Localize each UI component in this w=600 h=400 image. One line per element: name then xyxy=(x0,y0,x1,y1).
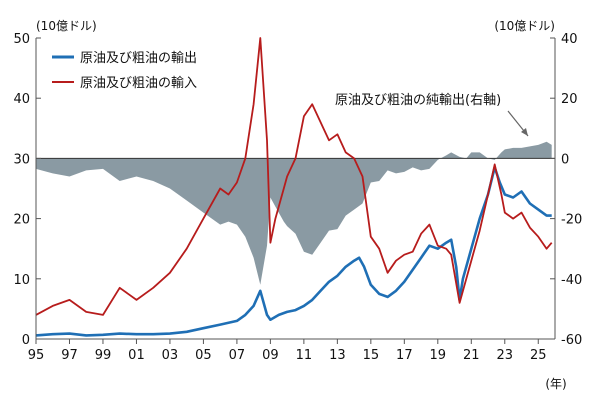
right-tick-label: -60 xyxy=(561,333,582,348)
annotation-arrow-head xyxy=(521,128,528,136)
net-export-area-layer xyxy=(36,141,552,285)
left-axis-unit: (10億ドル) xyxy=(36,19,97,33)
right-tick-label: -20 xyxy=(561,213,582,228)
right-axis-ticks: -60 -40 -20 0 20 40 xyxy=(550,32,582,348)
left-tick-label: 40 xyxy=(13,92,30,107)
series-lines-layer xyxy=(35,37,553,337)
legend-label-export: 原油及び粗油の輸出 xyxy=(80,51,197,66)
x-tick-label: 03 xyxy=(162,348,179,363)
x-axis-unit: (年) xyxy=(545,377,566,391)
x-tick-label: 01 xyxy=(128,348,145,363)
x-tick-label: 11 xyxy=(296,348,313,363)
import-line xyxy=(35,37,553,316)
left-tick-label: 50 xyxy=(13,32,30,47)
x-tick-label: 05 xyxy=(195,348,212,363)
x-tick-label: 13 xyxy=(329,348,346,363)
left-tick-label: 20 xyxy=(13,213,30,228)
x-tick-label: 09 xyxy=(262,348,279,363)
x-axis-ticks: 95 97 99 01 03 05 07 09 11 13 15 17 19 21 23 25 xyxy=(28,339,547,363)
left-tick-label: 10 xyxy=(13,273,30,288)
x-tick-label: 99 xyxy=(95,348,112,363)
right-tick-label: 0 xyxy=(561,152,569,167)
left-axis-ticks: 0 10 20 30 40 50 xyxy=(13,32,41,348)
left-tick-label: 30 xyxy=(13,152,30,167)
right-tick-label: -40 xyxy=(561,273,582,288)
net-export-area xyxy=(36,141,552,285)
x-tick-label: 15 xyxy=(363,348,380,363)
x-tick-label: 95 xyxy=(28,348,45,363)
x-tick-label: 17 xyxy=(396,348,413,363)
x-tick-label: 97 xyxy=(61,348,78,363)
legend: 原油及び粗油の輸出 原油及び粗油の輸入 xyxy=(52,51,197,91)
right-tick-label: 20 xyxy=(561,92,578,107)
net-export-annotation: 原油及び粗油の純輸出(右軸) xyxy=(335,93,501,108)
x-tick-label: 23 xyxy=(497,348,514,363)
x-tick-label: 07 xyxy=(229,348,246,363)
x-tick-label: 19 xyxy=(430,348,447,363)
legend-label-import: 原油及び粗油の輸入 xyxy=(80,76,197,91)
left-tick-label: 0 xyxy=(22,333,30,348)
x-tick-label: 21 xyxy=(463,348,480,363)
right-axis-unit: (10億ドル) xyxy=(494,19,555,33)
right-tick-label: 40 xyxy=(561,32,578,47)
x-tick-label: 25 xyxy=(530,348,547,363)
